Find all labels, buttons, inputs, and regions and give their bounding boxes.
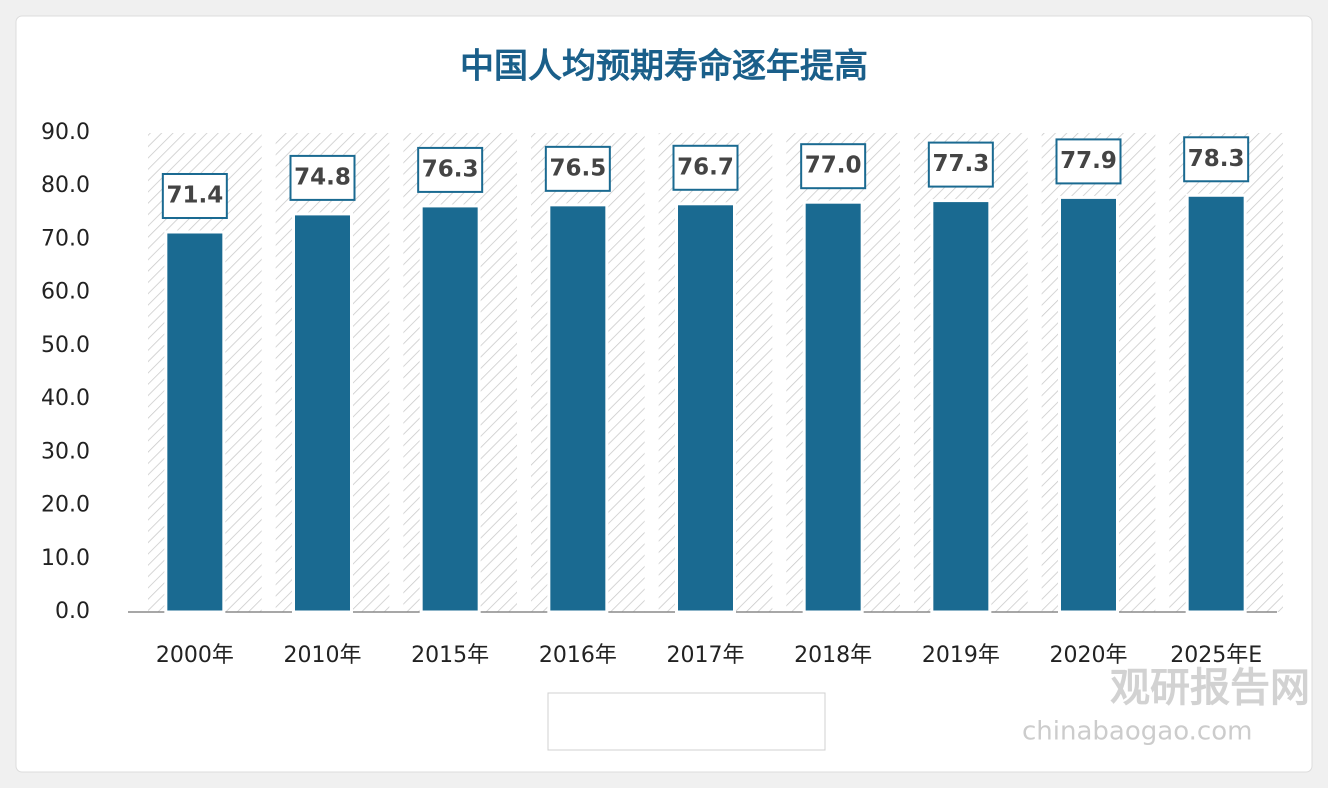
bar xyxy=(164,230,226,614)
value-label-box xyxy=(800,143,867,190)
bar xyxy=(1185,193,1247,614)
legend-box xyxy=(547,692,826,751)
y-tick-label: 60.0 xyxy=(41,280,90,305)
y-tick-label: 70.0 xyxy=(41,226,90,251)
x-tick-label: 2020年 xyxy=(1050,643,1128,668)
x-tick-label: 2010年 xyxy=(284,643,362,668)
value-label-box xyxy=(672,144,739,191)
value-label: 76.3 xyxy=(422,156,479,182)
bar xyxy=(419,204,481,614)
y-tick-label: 80.0 xyxy=(41,173,90,198)
value-label-box xyxy=(1183,136,1250,183)
value-label-box xyxy=(544,145,611,192)
x-tick-label: 2017年 xyxy=(667,643,745,668)
x-tick-label: 2000年 xyxy=(156,643,234,668)
value-label: 77.9 xyxy=(1060,148,1117,174)
value-label: 78.3 xyxy=(1188,146,1245,172)
value-label-box xyxy=(417,146,484,193)
watermark-brand: 观研报告网 xyxy=(1110,665,1310,711)
bar xyxy=(675,202,736,614)
value-label-box xyxy=(927,141,994,188)
y-tick-label: 0.0 xyxy=(55,599,90,624)
bar xyxy=(802,200,864,614)
y-tick-label: 20.0 xyxy=(41,493,90,518)
watermark-url: chinabaogao.com xyxy=(1022,717,1252,747)
bar xyxy=(292,212,353,614)
value-label: 71.4 xyxy=(166,182,223,208)
value-label-box xyxy=(289,154,356,201)
x-tick-label: 2015年 xyxy=(411,643,489,668)
y-tick-label: 90.0 xyxy=(41,120,90,145)
x-tick-label: 2016年 xyxy=(539,643,617,668)
x-tick-label: 2025年E xyxy=(1170,643,1262,668)
value-label-box xyxy=(1055,138,1122,185)
value-label: 76.7 xyxy=(677,154,734,180)
y-tick-label: 50.0 xyxy=(41,333,90,358)
value-label-box xyxy=(161,172,228,219)
y-tick-label: 30.0 xyxy=(41,439,90,464)
y-tick-label: 40.0 xyxy=(41,386,90,411)
bar xyxy=(1058,195,1119,614)
value-label: 76.5 xyxy=(549,155,606,181)
x-tick-label: 2018年 xyxy=(794,643,872,668)
bar xyxy=(547,203,609,614)
x-tick-label: 2019年 xyxy=(922,643,1000,668)
bar xyxy=(930,199,992,614)
value-label: 77.3 xyxy=(932,151,989,177)
value-label: 74.8 xyxy=(294,164,351,190)
value-label: 77.0 xyxy=(805,153,862,179)
y-tick-label: 10.0 xyxy=(41,546,90,571)
chart-title: 中国人均预期寿命逐年提高 xyxy=(460,47,868,87)
